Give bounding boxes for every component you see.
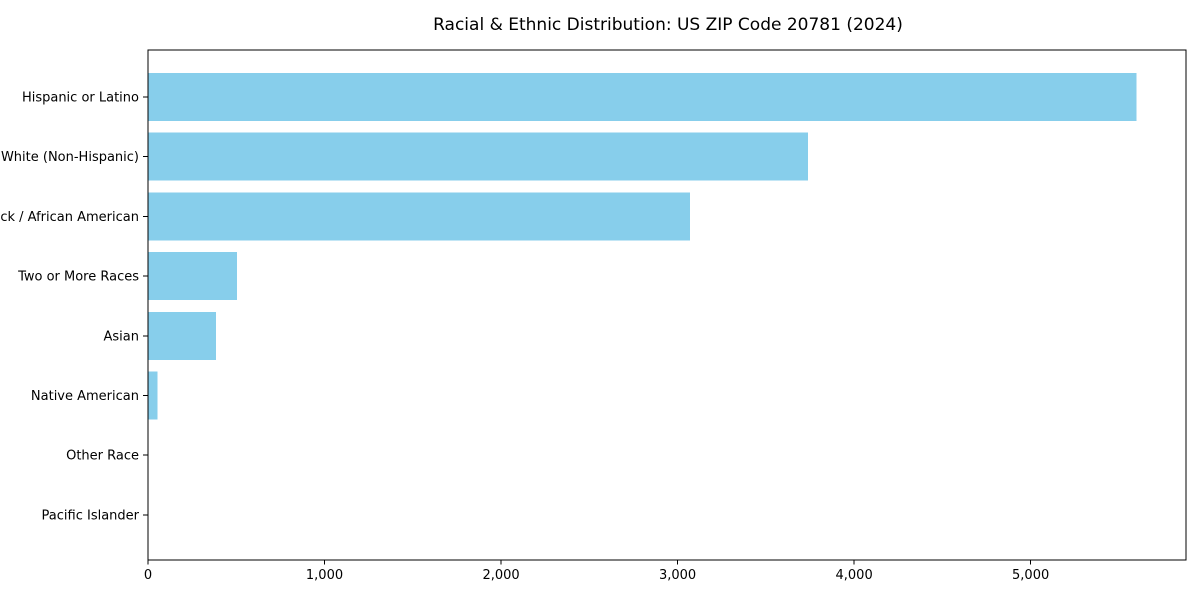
y-tick-label: Black / African American xyxy=(0,210,139,225)
bar xyxy=(148,371,158,420)
y-tick-label: Asian xyxy=(104,329,139,344)
x-tick-label: 2,000 xyxy=(482,568,519,583)
bar xyxy=(148,73,1137,121)
y-tick-label: White (Non-Hispanic) xyxy=(1,150,139,165)
x-tick-label: 0 xyxy=(144,568,152,583)
bar xyxy=(148,252,238,301)
y-tick-label: Native American xyxy=(31,389,139,404)
bars-group xyxy=(148,73,1137,420)
y-tick-label: Other Race xyxy=(66,449,139,464)
plot-frame xyxy=(147,49,1187,561)
bar xyxy=(148,192,690,241)
y-tick-label: Hispanic or Latino xyxy=(22,91,139,106)
axes-group: Hispanic or Latino White (Non-Hispanic) Bl… xyxy=(0,91,1049,584)
x-tick-label: 5,000 xyxy=(1012,568,1049,583)
y-tick-label: Pacific Islander xyxy=(42,508,140,523)
x-tick-label: 4,000 xyxy=(836,568,873,583)
chart-title: Racial & Ethnic Distribution: US ZIP Cod… xyxy=(433,15,903,35)
bar xyxy=(148,132,809,181)
x-tick-label: 3,000 xyxy=(659,568,696,583)
bar xyxy=(148,311,216,360)
x-tick-label: 1,000 xyxy=(306,568,343,583)
y-tick-label: Two or More Races xyxy=(17,270,139,285)
